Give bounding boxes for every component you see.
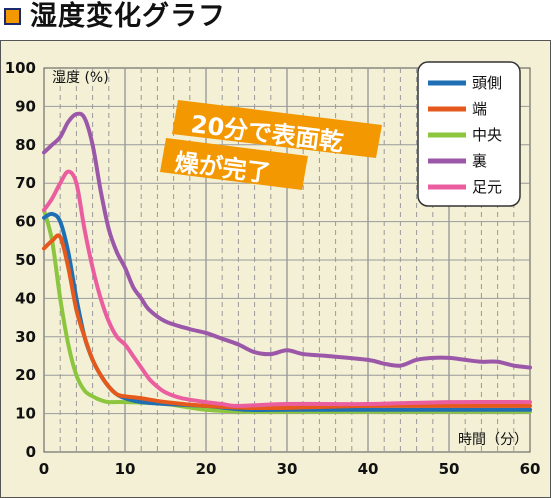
- y-tick-label: 100: [5, 59, 36, 77]
- callout-band-1: [172, 100, 382, 158]
- y-tick-label: 20: [15, 366, 36, 384]
- y-tick-label: 90: [15, 97, 36, 115]
- x-tick-label: 40: [358, 460, 379, 478]
- series-lines: [42, 111, 532, 414]
- y-tick-label: 80: [15, 136, 36, 154]
- title-square-icon: [4, 8, 21, 25]
- x-tick-label: 60: [520, 460, 541, 478]
- legend-label: 頭側: [472, 74, 502, 92]
- y-axis-label: 湿度 (%): [52, 70, 109, 86]
- header: 湿度変化グラフ: [0, 0, 551, 40]
- x-tick-label: 0: [39, 460, 49, 478]
- legend-label: 足元: [472, 178, 502, 196]
- page-title: 湿度変化グラフ: [30, 1, 226, 32]
- legend-label: 裏: [472, 152, 487, 170]
- y-tick-label: 60: [15, 213, 36, 231]
- y-tick-label: 10: [15, 405, 36, 423]
- x-tick-label: 50: [439, 460, 460, 478]
- y-tick-label: 0: [26, 443, 36, 461]
- legend-box: [417, 61, 521, 207]
- humidity-chart: 0 10 20 30 40 50 60 70 80 90 100 0 10 20 30 40 50 60 湿度 (…: [5, 59, 541, 478]
- y-tick-label: 30: [15, 328, 36, 346]
- x-tick-label: 20: [196, 460, 217, 478]
- y-tick-label: 40: [15, 289, 36, 307]
- series-line-1: [42, 233, 532, 411]
- y-tick-label: 50: [15, 251, 36, 269]
- legend-label: 端: [472, 100, 487, 118]
- x-tick-label: 30: [277, 460, 298, 478]
- axis-ticks: 0 10 20 30 40 50 60 70 80 90 100 0 10 20 30 40 50 60: [5, 59, 541, 478]
- series-line-4: [42, 169, 532, 408]
- y-tick-label: 70: [15, 174, 36, 192]
- series-line-3: [42, 111, 532, 370]
- x-axis-label: 時間（分）: [458, 432, 528, 448]
- legend-label: 中央: [472, 126, 502, 144]
- x-tick-label: 10: [115, 460, 136, 478]
- callout-band-2: [160, 138, 308, 190]
